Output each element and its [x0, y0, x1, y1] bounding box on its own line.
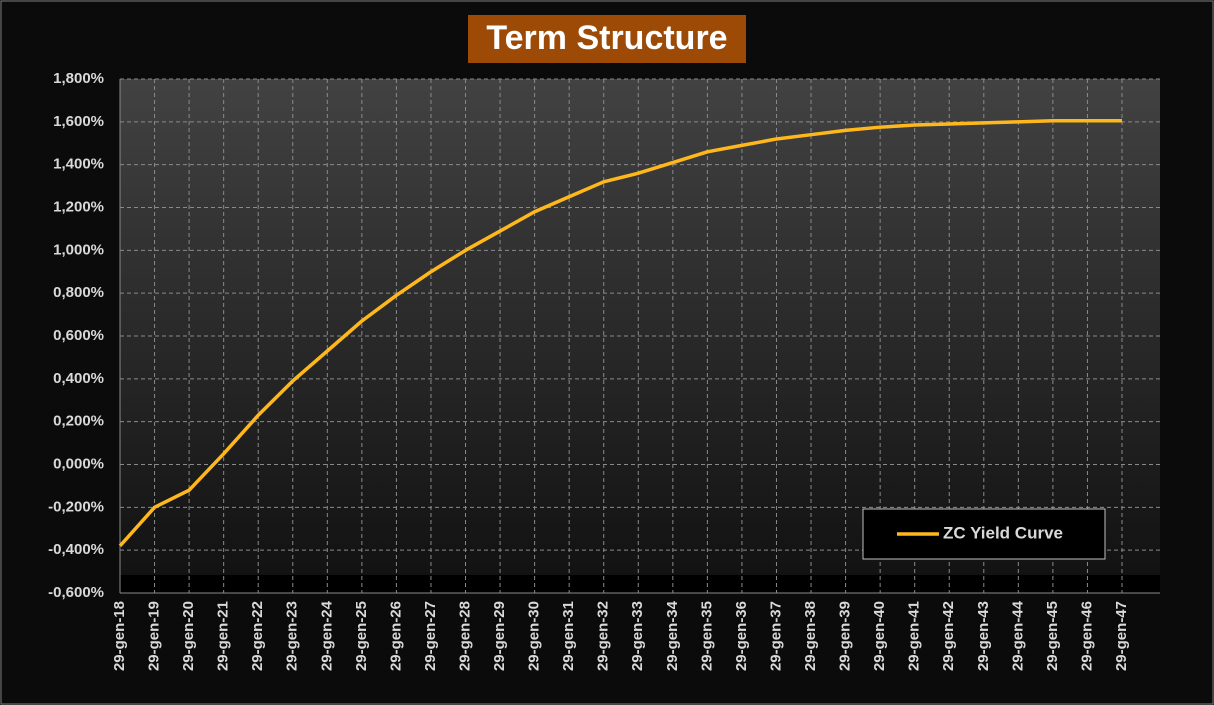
x-tick-label: 29-gen-33	[629, 601, 646, 671]
x-tick-label: 29-gen-39	[837, 601, 854, 671]
x-tick-label: 29-gen-43	[975, 601, 992, 671]
x-tick-label: 29-gen-35	[698, 601, 715, 671]
y-tick-label: 0,800%	[53, 284, 104, 301]
series	[118, 119, 1122, 548]
x-tick-label: 29-gen-19	[146, 601, 163, 671]
x-tick-label: 29-gen-36	[733, 601, 750, 671]
x-tick-label: 29-gen-40	[871, 601, 888, 671]
x-tick-label: 29-gen-42	[940, 601, 957, 671]
y-tick-label: -0,400%	[48, 541, 104, 558]
x-tick-label: 29-gen-32	[595, 601, 612, 671]
plot-floor	[120, 575, 1160, 593]
x-tick-label: 29-gen-45	[1044, 601, 1061, 671]
y-tick-label: 1,800%	[53, 70, 104, 87]
axis-labels: -0,600% -0,400% -0,200% 0,000% 0,200% 0,400% 0…	[48, 70, 1130, 671]
y-tick-label: 1,200%	[53, 198, 104, 215]
x-tick-label: 29-gen-30	[526, 601, 543, 671]
y-tick-label: 0,200%	[53, 413, 104, 430]
x-tick-label: 29-gen-31	[560, 601, 577, 671]
x-tick-label: 29-gen-18	[111, 601, 128, 671]
x-tick-label: 29-gen-20	[180, 601, 197, 671]
x-tick-label: 29-gen-21	[215, 601, 232, 671]
y-tick-label: -0,200%	[48, 498, 104, 515]
x-tick-label: 29-gen-23	[284, 601, 301, 671]
grid	[119, 78, 1160, 594]
y-tick-label: 1,000%	[53, 241, 104, 258]
y-tick-label: 0,000%	[53, 455, 104, 472]
x-tick-label: 29-gen-46	[1078, 601, 1095, 671]
x-tick-label: 29-gen-44	[1009, 600, 1026, 671]
chart-title: Term Structure	[486, 19, 727, 57]
x-tick-label: 29-gen-22	[249, 601, 266, 671]
series-line	[118, 119, 1122, 548]
y-tick-label: 0,600%	[53, 327, 104, 344]
x-tick-label: 29-gen-28	[456, 601, 473, 671]
x-tick-label: 29-gen-37	[767, 601, 784, 671]
y-tick-label: 1,400%	[53, 156, 104, 173]
y-tick-label: 1,600%	[53, 113, 104, 130]
title-box	[468, 15, 746, 63]
x-tick-label: 29-gen-25	[353, 601, 370, 671]
x-tick-label: 29-gen-47	[1113, 601, 1130, 671]
x-tick-label: 29-gen-24	[318, 600, 335, 671]
x-tick-label: 29-gen-26	[387, 601, 404, 671]
x-tick-label: 29-gen-27	[422, 601, 439, 671]
legend: ZC Yield Curve	[862, 508, 1106, 560]
y-tick-label: -0,600%	[48, 584, 104, 601]
x-tick-label: 29-gen-38	[802, 601, 819, 671]
x-tick-label: 29-gen-34	[664, 600, 681, 671]
x-tick-label: 29-gen-41	[906, 601, 923, 671]
legend-label: ZC Yield Curve	[943, 523, 1063, 542]
x-tick-label: 29-gen-29	[491, 601, 508, 671]
y-tick-label: 0,400%	[53, 370, 104, 387]
